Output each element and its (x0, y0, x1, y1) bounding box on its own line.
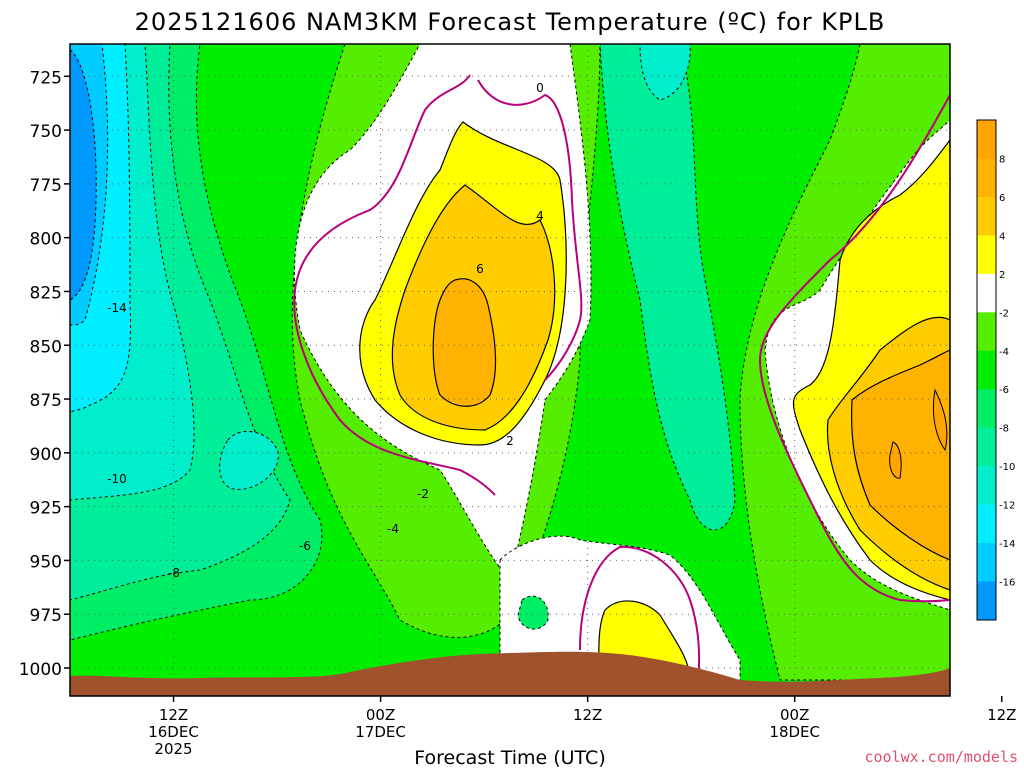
contour-label: -6 (299, 539, 311, 553)
y-tick-label: 825 (30, 283, 62, 303)
contour-label: -2 (417, 487, 429, 501)
y-tick-label: 950 (30, 552, 62, 572)
colorbar-label: -14 (999, 539, 1015, 550)
warm-nose-2-core (932, 388, 948, 452)
warm-nose-1-orange (432, 278, 497, 407)
y-tick-label: 1000 (19, 660, 62, 680)
y-tick-label: 725 (30, 68, 62, 88)
y-axis: 725 750 775 800 825 850 875 900 925 950 975 1000 (19, 68, 70, 680)
y-tick-label: 875 (30, 391, 62, 411)
x-tick-label: 16DEC (148, 723, 199, 741)
colorbar-label: -8 (999, 424, 1009, 435)
zero-isotherm-3 (579, 545, 701, 681)
contour-labels: -14 -10 -8 -6 -4 -2 0 2 4 6 (107, 81, 544, 580)
chart-title: 2025121606 NAM3KM Forecast Temperature (… (135, 8, 886, 36)
colorbar-label: 2 (999, 270, 1005, 281)
x-tick-label: 2025 (154, 740, 192, 758)
plot-area (70, 44, 950, 696)
cold-blob (219, 431, 279, 490)
contour-label: 2 (506, 434, 514, 448)
colorbar-segment (977, 543, 996, 583)
x-tick-label: 18DEC (769, 723, 820, 741)
colorbar-label: 4 (999, 231, 1005, 242)
zero-isotherm-2 (758, 94, 950, 603)
y-tick-label: 925 (30, 499, 62, 519)
colorbar-segment (977, 235, 996, 275)
colorbar-segment (977, 120, 996, 159)
contour-label: -8 (168, 566, 180, 580)
x-tick-label: 12Z (987, 706, 1016, 724)
contour-label: -4 (387, 522, 399, 536)
plot-frame (69, 43, 951, 697)
y-tick-label: 850 (30, 337, 62, 357)
mid-cold-column (599, 44, 736, 531)
credit-text: coolwx.com/models (864, 748, 1018, 766)
x-tick-label: 12Z (159, 706, 188, 724)
zero-isotherm-1 (293, 74, 583, 496)
colorbar-label: 6 (999, 193, 1005, 204)
colorbar-segment (977, 158, 996, 198)
y-tick-label: 800 (30, 230, 62, 250)
colorbar-label: -16 (999, 578, 1015, 589)
x-tick-label: 12Z (573, 706, 602, 724)
y-tick-label: 900 (30, 445, 62, 465)
colorbar-label: -4 (999, 347, 1009, 358)
colorbar-segment (977, 389, 996, 429)
colorbar-segment (977, 196, 996, 236)
grid-lines (70, 44, 950, 696)
contour-label: 0 (536, 81, 544, 95)
colorbar-segment (977, 350, 996, 390)
colorbar-segment (977, 312, 996, 352)
y-tick-label: 975 (30, 606, 62, 626)
contour-label: 4 (536, 209, 544, 223)
colorbar-segment (977, 581, 996, 621)
colorbar-label: -6 (999, 385, 1009, 396)
contour-label: -14 (107, 301, 127, 315)
surface-green-blob (517, 595, 549, 630)
x-axis-label: Forecast Time (UTC) (414, 747, 605, 768)
colorbar-label: -2 (999, 308, 1009, 319)
y-tick-label: 750 (30, 122, 62, 142)
contour-label: 6 (476, 262, 484, 276)
warm-nose-2-core2 (889, 441, 902, 479)
colorbar-frame (976, 119, 997, 621)
x-tick-label: 17DEC (355, 723, 406, 741)
x-tick-label: 00Z (780, 706, 809, 724)
y-tick-label: 775 (30, 176, 62, 196)
colorbar-segment (977, 273, 996, 313)
terrain-fill (70, 651, 950, 696)
x-tick-label: 00Z (366, 706, 395, 724)
colorbar-label: -10 (999, 462, 1015, 473)
colorbar-segment (977, 427, 996, 467)
contour-label: -10 (107, 472, 127, 486)
colorbar: 8 6 4 2 -2 -4 -6 -8 -10 -12 -14 -16 (976, 119, 1015, 621)
mid-cold-top (639, 44, 691, 101)
colorbar-segment (977, 504, 996, 544)
colorbar-label: 8 (999, 154, 1005, 165)
colorbar-segment (977, 466, 996, 506)
colorbar-label: -12 (999, 501, 1015, 512)
